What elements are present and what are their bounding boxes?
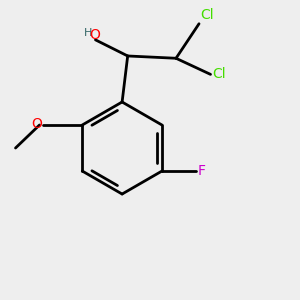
Text: O: O xyxy=(90,28,101,42)
Text: Cl: Cl xyxy=(212,68,226,81)
Text: H: H xyxy=(84,28,93,38)
Text: O: O xyxy=(31,117,42,131)
Text: Cl: Cl xyxy=(200,8,214,22)
Text: F: F xyxy=(198,164,206,178)
